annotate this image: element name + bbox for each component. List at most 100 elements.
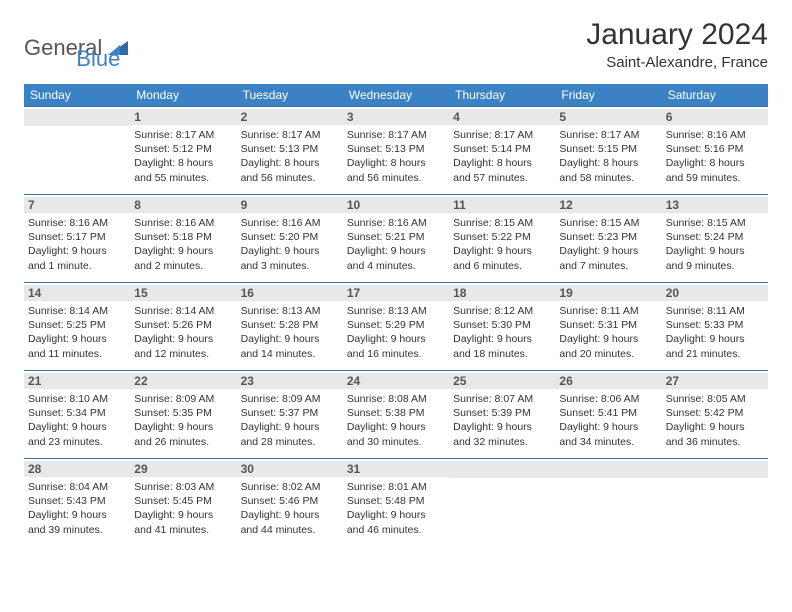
calendar-day-cell: 22 Sunrise: 8:09 AMSunset: 5:35 PMDayligh… xyxy=(130,371,236,459)
calendar-day-cell xyxy=(662,459,768,547)
day-details: Sunrise: 8:11 AMSunset: 5:31 PMDaylight:… xyxy=(559,303,657,361)
calendar-day-cell: 11 Sunrise: 8:15 AMSunset: 5:22 PMDayligh… xyxy=(449,195,555,283)
day-number-empty xyxy=(24,109,130,126)
day-details: Sunrise: 8:07 AMSunset: 5:39 PMDaylight:… xyxy=(453,391,551,449)
calendar-day-cell: 23Sunrise: 8:09 AMSunset: 5:37 PMDayligh… xyxy=(237,371,343,459)
calendar-day-cell: 27 Sunrise: 8:05 AMSunset: 5:42 PMDayligh… xyxy=(662,371,768,459)
day-details: Sunrise: 8:12 AMSunset: 5:30 PMDaylight:… xyxy=(453,303,551,361)
calendar-week-row: 1Sunrise: 8:17 AMSunset: 5:12 PMDaylight… xyxy=(24,107,768,195)
day-number-empty xyxy=(555,461,661,478)
day-details: Sunrise: 8:09 AMSunset: 5:37 PMDaylight:… xyxy=(241,391,339,449)
calendar-day-cell: 2Sunrise: 8:17 AMSunset: 5:13 PMDaylight… xyxy=(237,107,343,195)
day-number: 28 xyxy=(24,461,130,477)
calendar-day-cell: 24 Sunrise: 8:08 AMSunset: 5:38 PMDayligh… xyxy=(343,371,449,459)
calendar-day-cell: 15 Sunrise: 8:14 AMSunset: 5:26 PMDayligh… xyxy=(130,283,236,371)
calendar-day-cell: 31Sunrise: 8:01 AMSunset: 5:48 PMDayligh… xyxy=(343,459,449,547)
calendar-day-cell: 12 Sunrise: 8:15 AMSunset: 5:23 PMDayligh… xyxy=(555,195,661,283)
day-number: 8 xyxy=(130,197,236,213)
day-number: 12 xyxy=(555,197,661,213)
logo-text-part2: Blue xyxy=(76,46,120,72)
day-number: 26 xyxy=(555,373,661,389)
day-number: 18 xyxy=(449,285,555,301)
day-number: 29 xyxy=(130,461,236,477)
day-number: 3 xyxy=(343,109,449,125)
calendar-day-cell: 5 Sunrise: 8:17 AMSunset: 5:15 PMDaylight… xyxy=(555,107,661,195)
calendar-day-cell: 8 Sunrise: 8:16 AMSunset: 5:18 PMDaylight… xyxy=(130,195,236,283)
month-title: January 2024 xyxy=(586,18,768,52)
calendar-week-row: 14Sunrise: 8:14 AMSunset: 5:25 PMDayligh… xyxy=(24,283,768,371)
day-number: 7 xyxy=(24,197,130,213)
calendar-day-cell: 6 Sunrise: 8:16 AMSunset: 5:16 PMDaylight… xyxy=(662,107,768,195)
day-number: 9 xyxy=(237,197,343,213)
calendar-day-cell: 20 Sunrise: 8:11 AMSunset: 5:33 PMDayligh… xyxy=(662,283,768,371)
calendar-table: SundayMondayTuesdayWednesdayThursdayFrid… xyxy=(24,84,768,547)
calendar-day-cell: 18 Sunrise: 8:12 AMSunset: 5:30 PMDayligh… xyxy=(449,283,555,371)
day-number: 14 xyxy=(24,285,130,301)
day-details: Sunrise: 8:13 AMSunset: 5:29 PMDaylight:… xyxy=(347,303,445,361)
day-number: 17 xyxy=(343,285,449,301)
day-number: 21 xyxy=(24,373,130,389)
weekday-header: Monday xyxy=(130,84,236,107)
day-details: Sunrise: 8:16 AMSunset: 5:16 PMDaylight:… xyxy=(666,127,764,185)
day-details: Sunrise: 8:03 AMSunset: 5:45 PMDaylight:… xyxy=(134,479,232,537)
calendar-day-cell xyxy=(555,459,661,547)
day-number: 4 xyxy=(449,109,555,125)
calendar-day-cell: 3 Sunrise: 8:17 AMSunset: 5:13 PMDaylight… xyxy=(343,107,449,195)
day-details: Sunrise: 8:14 AMSunset: 5:26 PMDaylight:… xyxy=(134,303,232,361)
day-number: 11 xyxy=(449,197,555,213)
day-number: 5 xyxy=(555,109,661,125)
day-details: Sunrise: 8:09 AMSunset: 5:35 PMDaylight:… xyxy=(134,391,232,449)
day-details: Sunrise: 8:17 AMSunset: 5:13 PMDaylight:… xyxy=(241,127,339,185)
day-number: 15 xyxy=(130,285,236,301)
day-number: 1 xyxy=(130,109,236,125)
day-details: Sunrise: 8:06 AMSunset: 5:41 PMDaylight:… xyxy=(559,391,657,449)
day-details: Sunrise: 8:16 AMSunset: 5:18 PMDaylight:… xyxy=(134,215,232,273)
calendar-day-cell: 21 Sunrise: 8:10 AMSunset: 5:34 PMDayligh… xyxy=(24,371,130,459)
day-number: 24 xyxy=(343,373,449,389)
calendar-week-row: 21 Sunrise: 8:10 AMSunset: 5:34 PMDayligh… xyxy=(24,371,768,459)
weekday-header: Wednesday xyxy=(343,84,449,107)
day-details: Sunrise: 8:11 AMSunset: 5:33 PMDaylight:… xyxy=(666,303,764,361)
weekday-header: Sunday xyxy=(24,84,130,107)
day-details: Sunrise: 8:01 AMSunset: 5:48 PMDaylight:… xyxy=(347,479,445,537)
day-details: Sunrise: 8:17 AMSunset: 5:15 PMDaylight:… xyxy=(559,127,657,185)
calendar-day-cell: 10 Sunrise: 8:16 AMSunset: 5:21 PMDayligh… xyxy=(343,195,449,283)
weekday-header: Tuesday xyxy=(237,84,343,107)
day-number: 25 xyxy=(449,373,555,389)
calendar-day-cell: 7 Sunrise: 8:16 AMSunset: 5:17 PMDaylight… xyxy=(24,195,130,283)
calendar-day-cell: 26 Sunrise: 8:06 AMSunset: 5:41 PMDayligh… xyxy=(555,371,661,459)
day-details: Sunrise: 8:16 AMSunset: 5:17 PMDaylight:… xyxy=(28,215,126,273)
day-details: Sunrise: 8:13 AMSunset: 5:28 PMDaylight:… xyxy=(241,303,339,361)
day-details: Sunrise: 8:10 AMSunset: 5:34 PMDaylight:… xyxy=(28,391,126,449)
calendar-day-cell: 17 Sunrise: 8:13 AMSunset: 5:29 PMDayligh… xyxy=(343,283,449,371)
day-details: Sunrise: 8:16 AMSunset: 5:21 PMDaylight:… xyxy=(347,215,445,273)
day-number: 10 xyxy=(343,197,449,213)
day-number: 6 xyxy=(662,109,768,125)
location: Saint-Alexandre, France xyxy=(586,54,768,71)
day-details: Sunrise: 8:15 AMSunset: 5:22 PMDaylight:… xyxy=(453,215,551,273)
day-number: 20 xyxy=(662,285,768,301)
day-details: Sunrise: 8:17 AMSunset: 5:13 PMDaylight:… xyxy=(347,127,445,185)
day-number: 19 xyxy=(555,285,661,301)
calendar-week-row: 7 Sunrise: 8:16 AMSunset: 5:17 PMDaylight… xyxy=(24,195,768,283)
calendar-day-cell: 19 Sunrise: 8:11 AMSunset: 5:31 PMDayligh… xyxy=(555,283,661,371)
day-number: 22 xyxy=(130,373,236,389)
calendar-day-cell: 1Sunrise: 8:17 AMSunset: 5:12 PMDaylight… xyxy=(130,107,236,195)
calendar-day-cell: 28 Sunrise: 8:04 AMSunset: 5:43 PMDayligh… xyxy=(24,459,130,547)
calendar-body: 1Sunrise: 8:17 AMSunset: 5:12 PMDaylight… xyxy=(24,107,768,547)
calendar-day-cell: 30Sunrise: 8:02 AMSunset: 5:46 PMDayligh… xyxy=(237,459,343,547)
day-details: Sunrise: 8:08 AMSunset: 5:38 PMDaylight:… xyxy=(347,391,445,449)
day-details: Sunrise: 8:16 AMSunset: 5:20 PMDaylight:… xyxy=(241,215,339,273)
weekday-header: Thursday xyxy=(449,84,555,107)
calendar-header-row: SundayMondayTuesdayWednesdayThursdayFrid… xyxy=(24,84,768,107)
day-details: Sunrise: 8:15 AMSunset: 5:23 PMDaylight:… xyxy=(559,215,657,273)
day-number: 27 xyxy=(662,373,768,389)
day-number: 16 xyxy=(237,285,343,301)
day-number-empty xyxy=(662,461,768,478)
day-details: Sunrise: 8:05 AMSunset: 5:42 PMDaylight:… xyxy=(666,391,764,449)
calendar-day-cell xyxy=(24,107,130,195)
title-block: January 2024 Saint-Alexandre, France xyxy=(586,18,768,71)
day-details: Sunrise: 8:17 AMSunset: 5:14 PMDaylight:… xyxy=(453,127,551,185)
day-details: Sunrise: 8:02 AMSunset: 5:46 PMDaylight:… xyxy=(241,479,339,537)
day-details: Sunrise: 8:04 AMSunset: 5:43 PMDaylight:… xyxy=(28,479,126,537)
